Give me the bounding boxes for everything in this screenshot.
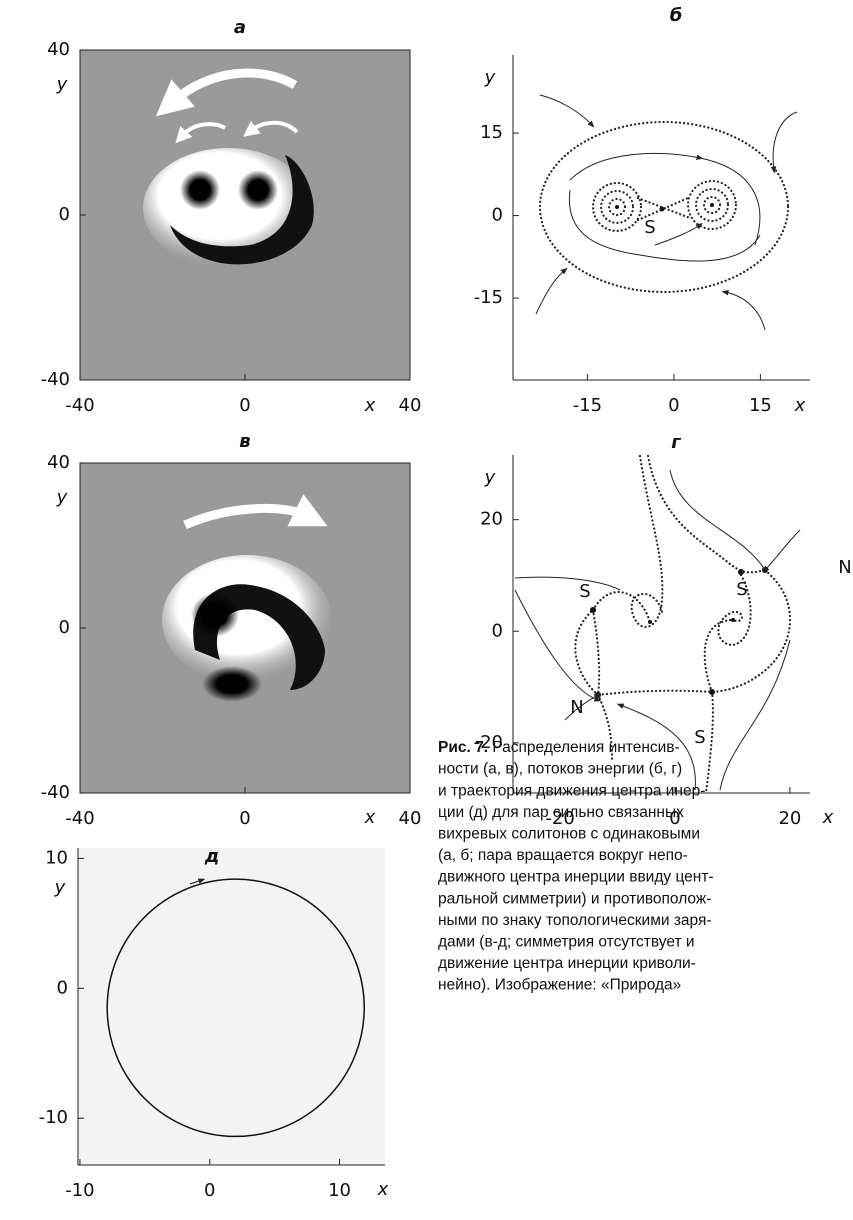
x-axis-label: x xyxy=(377,1179,389,1200)
x-tick-label: 15 xyxy=(749,395,772,416)
y-tick-label: -10 xyxy=(39,1107,68,1128)
y-tick-label: 40 xyxy=(47,39,70,60)
panel-label: а xyxy=(234,17,246,38)
flow-line xyxy=(180,170,220,210)
caption-line: ными по знаку топологическими заря- xyxy=(438,912,712,929)
flow-line xyxy=(570,153,760,245)
y-tick-label: -20 xyxy=(474,732,503,753)
point-label: N xyxy=(570,697,583,718)
intensity-image-v xyxy=(80,463,410,793)
panel-label: в xyxy=(239,431,250,452)
y-tick-label: 40 xyxy=(47,452,70,473)
flow-line xyxy=(615,205,619,209)
x-tick-label: 40 xyxy=(399,808,422,829)
flow-line xyxy=(731,618,735,622)
y-axis-label: y xyxy=(54,877,66,898)
flow-line xyxy=(575,610,612,760)
y-tick-label: 10 xyxy=(45,847,68,868)
x-tick-label: -15 xyxy=(573,395,602,416)
caption-line: (а, б; пара вращается вокруг непо- xyxy=(438,847,688,864)
y-axis-label: y xyxy=(56,487,68,508)
flow-line xyxy=(655,225,700,245)
y-tick-label: -40 xyxy=(41,369,70,390)
y-tick-label: 0 xyxy=(492,620,503,641)
flow-line xyxy=(710,203,714,207)
flow-line xyxy=(540,95,592,125)
y-tick-label: 15 xyxy=(480,122,503,143)
caption-line: вихревых солитонов с одинаковыми xyxy=(438,825,700,842)
flow-line xyxy=(648,456,765,572)
flow-line xyxy=(773,112,797,170)
flow-line xyxy=(648,620,652,624)
point-label: N xyxy=(838,557,851,578)
flow-line xyxy=(725,292,765,330)
caption-line: нейно). Изображение: «Природа» xyxy=(438,977,681,994)
flow-line xyxy=(632,456,663,627)
panel-label: б xyxy=(670,5,683,26)
x-tick-label: 20 xyxy=(778,808,801,829)
y-tick-label: 0 xyxy=(57,977,68,998)
caption-line: ции (д) для пар сильно связанных xyxy=(438,804,684,821)
flow-line xyxy=(705,620,733,793)
y-tick-label: 20 xyxy=(480,509,503,530)
caption-line: и траектория движения центра инер- xyxy=(438,782,705,799)
figure: Рис. 7. Распределения интенсив- аyx-4004… xyxy=(0,0,853,1220)
flow-line xyxy=(593,570,790,695)
flow-line xyxy=(540,122,788,292)
y-axis-label: y xyxy=(484,467,496,488)
point-label: S xyxy=(579,581,590,602)
flow-line xyxy=(515,577,620,590)
caption-line: дами (в-д; симметрия отсутствует и xyxy=(438,933,695,950)
x-tick-label: 0 xyxy=(204,1180,215,1201)
flow-line xyxy=(720,640,790,790)
panel-label: г xyxy=(671,432,681,453)
x-tick-label: 40 xyxy=(399,395,422,416)
caption-line: ности (а, в), потоков энергии (б, г) xyxy=(438,761,682,778)
flow-line xyxy=(765,530,800,570)
x-axis-label: x xyxy=(364,395,376,416)
flow-line xyxy=(191,593,239,637)
caption-line: движение центра инерции криволи- xyxy=(438,955,696,972)
x-tick-label: 0 xyxy=(239,395,250,416)
point-label: S xyxy=(736,579,747,600)
flow-line xyxy=(536,270,565,314)
y-tick-label: 0 xyxy=(59,617,70,638)
flow-line xyxy=(709,689,715,695)
flow-line xyxy=(202,666,262,702)
y-axis-label: y xyxy=(56,74,68,95)
panel-label: д xyxy=(204,846,220,867)
point-label: S xyxy=(694,727,705,748)
x-tick-label: -40 xyxy=(65,808,94,829)
x-tick-label: 0 xyxy=(668,395,679,416)
y-axis-label: y xyxy=(484,67,496,88)
caption-line: движного центра инерции ввиду цент- xyxy=(438,869,714,886)
flow-line xyxy=(660,207,665,212)
x-tick-label: -40 xyxy=(65,395,94,416)
energy-flow-b xyxy=(536,95,797,330)
x-axis-label: x xyxy=(794,395,806,416)
flow-line xyxy=(670,470,765,570)
x-tick-label: 0 xyxy=(239,808,250,829)
y-tick-label: -40 xyxy=(41,782,70,803)
flow-line xyxy=(738,569,744,575)
x-tick-label: 10 xyxy=(328,1180,351,1201)
point-label: S xyxy=(644,217,655,238)
flow-line xyxy=(238,170,278,210)
x-axis-label: x xyxy=(364,807,376,828)
y-tick-label: -15 xyxy=(474,287,503,308)
y-tick-label: 0 xyxy=(59,204,70,225)
plot-background xyxy=(78,848,385,1165)
caption-line: ральной симметрии) и противополож- xyxy=(438,890,711,907)
x-axis-label: x xyxy=(822,807,834,828)
intensity-image-a xyxy=(80,50,410,380)
flow-line xyxy=(590,607,596,613)
flow-line xyxy=(515,590,598,700)
caption-text: Распределения интенсив- xyxy=(492,739,679,756)
flow-line xyxy=(569,190,760,261)
y-tick-label: 0 xyxy=(492,205,503,226)
x-tick-label: -10 xyxy=(65,1180,94,1201)
